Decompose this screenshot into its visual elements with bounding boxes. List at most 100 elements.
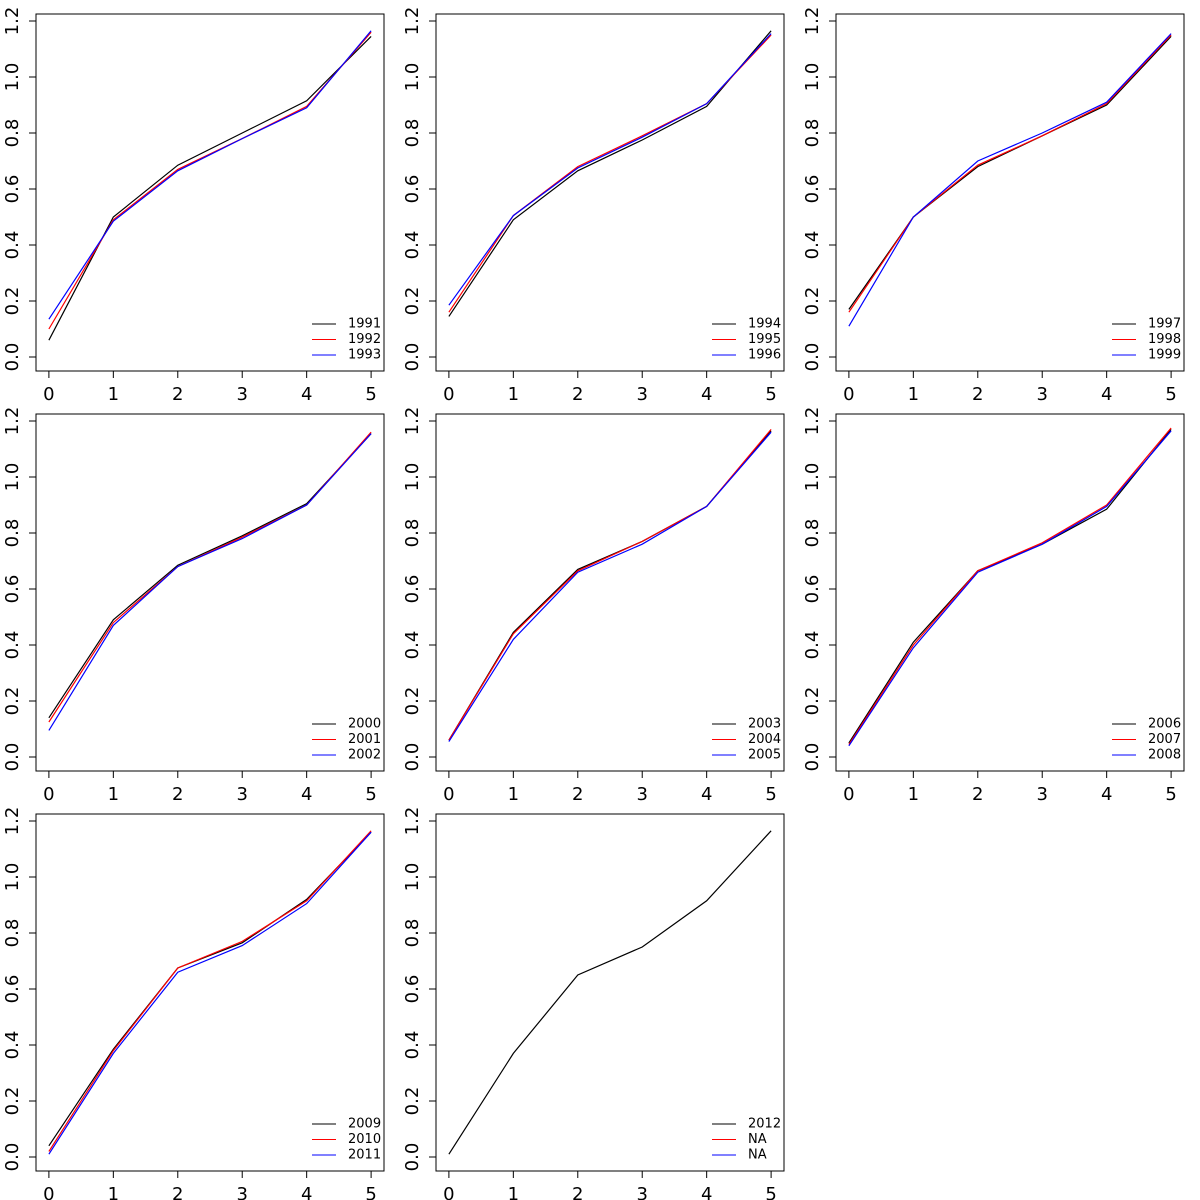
series-line [448, 430, 772, 741]
series-line [848, 429, 1172, 744]
y-tick-label: 0.6 [402, 175, 423, 204]
y-tick-label: 0.6 [2, 175, 23, 204]
series-line [48, 830, 372, 1152]
x-tick-label: 5 [365, 384, 376, 405]
series-line [48, 31, 372, 330]
series-line [48, 433, 372, 731]
x-tick-label: 4 [701, 384, 712, 405]
y-tick-label: 0.4 [402, 231, 423, 260]
x-tick-label: 0 [43, 384, 54, 405]
y-tick-label: 1.2 [2, 807, 23, 836]
y-tick-label: 0.0 [402, 343, 423, 372]
legend-label: 1997 [1148, 317, 1181, 332]
series-line [848, 33, 1172, 327]
x-tick-label: 3 [636, 784, 647, 805]
y-tick-label: 0.6 [2, 975, 23, 1004]
legend-label: 1994 [748, 317, 781, 332]
y-tick-label: 1.2 [802, 407, 823, 436]
legend-label: 2002 [348, 748, 381, 763]
y-tick-label: 0.2 [802, 287, 823, 316]
y-tick-label: 0.8 [402, 119, 423, 148]
x-tick-label: 5 [765, 1184, 776, 1200]
x-tick-label: 2 [972, 784, 983, 805]
y-tick-label: 0.0 [802, 743, 823, 772]
y-tick-label: 1.0 [2, 463, 23, 492]
x-tick-label: 4 [1101, 784, 1112, 805]
x-tick-label: 4 [701, 1184, 712, 1200]
y-tick-label: 1.2 [402, 407, 423, 436]
y-tick-label: 1.0 [402, 463, 423, 492]
series-line [448, 431, 772, 742]
series-line [48, 35, 372, 341]
legend-label: 1999 [1148, 348, 1181, 363]
y-tick-label: 1.0 [802, 63, 823, 92]
x-tick-label: 1 [508, 1184, 519, 1200]
x-tick-label: 5 [365, 1184, 376, 1200]
plot-box [835, 413, 1185, 772]
x-tick-label: 0 [43, 1184, 54, 1200]
y-tick-label: 1.2 [402, 7, 423, 36]
plot-box [435, 813, 785, 1172]
y-tick-label: 0.8 [2, 519, 23, 548]
x-tick-label: 5 [1165, 784, 1176, 805]
legend-label: 2009 [348, 1117, 381, 1132]
legend-label: 1996 [748, 348, 781, 363]
plot-box [35, 13, 385, 372]
plot-box [35, 413, 385, 772]
series-line [448, 33, 772, 306]
y-tick-label: 0.0 [2, 343, 23, 372]
x-tick-label: 4 [701, 784, 712, 805]
x-tick-label: 2 [572, 784, 583, 805]
x-tick-label: 0 [443, 784, 454, 805]
y-tick-label: 0.0 [402, 743, 423, 772]
legend-label: NA [748, 1148, 767, 1163]
series-line [448, 34, 772, 313]
x-tick-label: 5 [765, 384, 776, 405]
x-tick-label: 4 [301, 384, 312, 405]
y-tick-label: 0.2 [402, 1087, 423, 1116]
x-tick-label: 1 [908, 784, 919, 805]
x-tick-label: 3 [236, 1184, 247, 1200]
x-tick-label: 5 [1165, 384, 1176, 405]
y-tick-label: 1.2 [802, 7, 823, 36]
legend-label: 2006 [1148, 717, 1181, 732]
legend-label: 1993 [348, 348, 381, 363]
x-tick-label: 3 [1036, 784, 1047, 805]
series-line [48, 433, 372, 719]
legend-label: NA [748, 1132, 767, 1147]
x-tick-label: 0 [843, 384, 854, 405]
y-tick-label: 0.2 [2, 1087, 23, 1116]
x-tick-label: 2 [172, 1184, 183, 1200]
y-tick-label: 0.4 [802, 231, 823, 260]
y-tick-label: 0.8 [802, 519, 823, 548]
y-tick-label: 0.6 [2, 575, 23, 604]
x-tick-label: 3 [636, 1184, 647, 1200]
y-tick-label: 0.2 [402, 287, 423, 316]
x-tick-label: 2 [572, 1184, 583, 1200]
x-tick-label: 2 [572, 384, 583, 405]
x-tick-label: 3 [636, 384, 647, 405]
x-tick-label: 1 [108, 784, 119, 805]
legend-label: 2011 [348, 1148, 381, 1163]
y-tick-label: 1.0 [802, 463, 823, 492]
x-tick-label: 3 [1036, 384, 1047, 405]
legend-label: 2007 [1148, 732, 1181, 747]
y-tick-label: 1.2 [2, 7, 23, 36]
x-tick-label: 2 [172, 784, 183, 805]
legend-label: 2001 [348, 732, 381, 747]
y-tick-label: 1.0 [2, 63, 23, 92]
y-tick-label: 0.4 [802, 631, 823, 660]
y-tick-label: 0.4 [402, 631, 423, 660]
legend-label: 2000 [348, 717, 381, 732]
y-tick-label: 0.0 [802, 343, 823, 372]
legend-label: 1992 [348, 332, 381, 347]
plot-box [435, 13, 785, 372]
x-tick-label: 1 [508, 384, 519, 405]
series-line [848, 427, 1172, 745]
y-tick-label: 0.8 [802, 119, 823, 148]
